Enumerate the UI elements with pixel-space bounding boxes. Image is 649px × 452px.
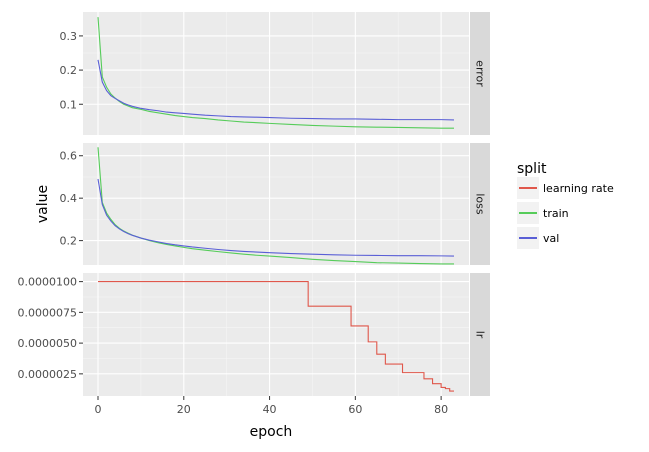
- facet-panel-lr: 0.0000025 0.0000050 0.0000075 0.0000100 lr: [18, 273, 490, 396]
- y-tick-label: 0.4: [60, 192, 78, 205]
- x-axis: 0 20 40 60 80: [95, 396, 448, 416]
- legend: split learning rate train val: [517, 161, 614, 249]
- legend-title: split: [517, 161, 547, 177]
- facet-panel-error: 0.1 0.2 0.3 error: [60, 12, 490, 135]
- chart-panels: 0.10.20.3error0.20.40.6loss0.00000250.00…: [18, 12, 490, 396]
- facet-strip-label: lr: [474, 331, 487, 339]
- facet-strip: [470, 12, 490, 135]
- x-tick-label: 20: [177, 403, 191, 416]
- y-tick-label: 0.0000050: [18, 337, 78, 350]
- y-tick-label: 0.3: [60, 30, 78, 43]
- facet-strip-label: loss: [474, 193, 487, 215]
- legend-label: train: [543, 207, 569, 220]
- y-tick-label: 0.0000025: [18, 368, 78, 381]
- legend-label: val: [543, 232, 559, 245]
- x-tick-label: 40: [263, 403, 277, 416]
- legend-label: learning rate: [543, 182, 614, 195]
- facet-strip-label: error: [474, 60, 487, 87]
- series-line-val: [97, 178, 454, 257]
- series-line-val: [97, 59, 455, 121]
- y-tick-label: 0.0000100: [18, 276, 78, 289]
- series-line-train: [97, 17, 454, 129]
- panel-background: [83, 273, 469, 396]
- y-tick-label: 0.1: [60, 98, 78, 111]
- x-tick-label: 80: [434, 403, 448, 416]
- y-tick-label: 0.2: [60, 64, 78, 77]
- facet-strip: [470, 143, 490, 265]
- x-tick-label: 0: [95, 403, 102, 416]
- facet-panel-loss: 0.2 0.4 0.6 loss: [60, 143, 490, 265]
- panel-background: [83, 12, 469, 135]
- series-line-learning-rate: [98, 281, 454, 392]
- y-axis-label: value: [35, 185, 51, 223]
- y-tick-label: 0.2: [60, 235, 78, 248]
- x-axis-label: epoch: [250, 424, 293, 440]
- y-tick-label: 0.0000075: [18, 306, 78, 319]
- panel-background: [83, 143, 469, 265]
- facet-strip: [470, 273, 490, 396]
- x-tick-label: 60: [348, 403, 362, 416]
- y-tick-label: 0.6: [60, 150, 78, 163]
